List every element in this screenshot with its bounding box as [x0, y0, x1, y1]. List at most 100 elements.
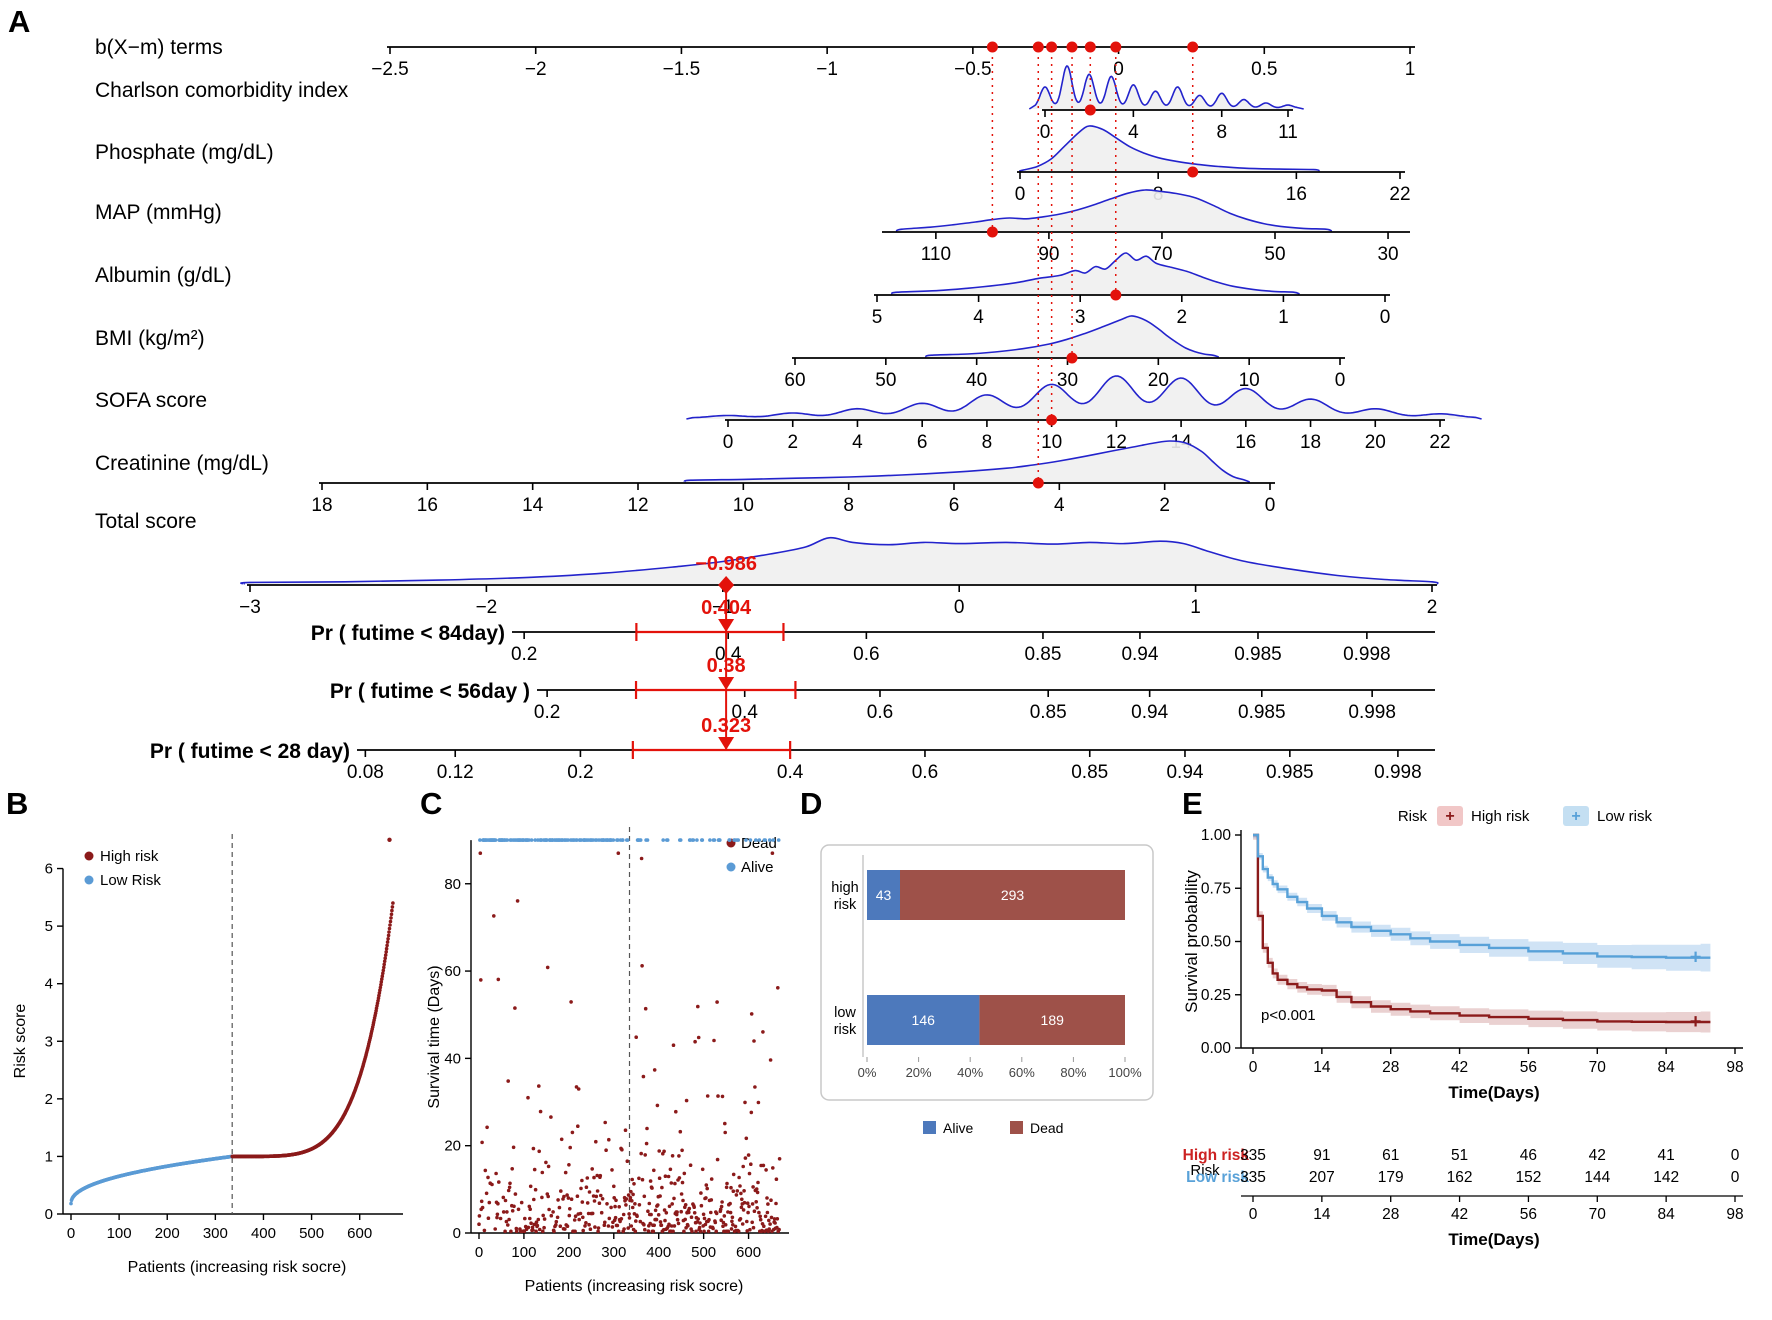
legend-dot-low: [84, 875, 94, 885]
risk-table-row-label: High risk: [1183, 1147, 1250, 1164]
row-label-bmi: BMI (kg/m²): [95, 327, 205, 350]
svg-text:70: 70: [1589, 1206, 1607, 1223]
total-score-value: −0.986: [695, 553, 757, 575]
panel-e-km-plot: + +0.00 0.25 0.50 0.75 1.00 0 14 28 42 56 70 84 98 Tim…: [1182, 806, 1744, 1249]
term-dot-phosphate: [1187, 41, 1199, 53]
svg-text:100: 100: [511, 1244, 536, 1261]
legend-label-high-risk: High risk: [1471, 808, 1530, 825]
svg-text:4: 4: [45, 976, 53, 993]
svg-text:40%: 40%: [957, 1065, 983, 1080]
risk-table-count: 46: [1520, 1147, 1537, 1164]
nomo-row-pr84: 0.2 0.4 0.6 0.85 0.94 0.985 0.998 Pr ( futime <…: [311, 622, 1435, 665]
svg-text:0.75: 0.75: [1201, 880, 1231, 897]
tick-label: 0.4: [715, 644, 742, 665]
panel-label-e: E: [1182, 786, 1203, 821]
panel-label-b: B: [6, 786, 29, 821]
term-dot-sofa: [1046, 41, 1058, 53]
tick-label: 3: [1075, 307, 1086, 328]
risk-table-title: Risk: [1190, 1162, 1220, 1179]
y-axis-label: Survival time (Days): [426, 965, 443, 1108]
svg-text:0.00: 0.00: [1201, 1040, 1232, 1057]
tick-label: 0.985: [1238, 702, 1286, 723]
term-dot-map: [986, 41, 998, 53]
tick-label: 0.985: [1234, 644, 1282, 665]
term-dot-creatinine: [1032, 41, 1044, 53]
row-label-map: MAP (mmHg): [95, 201, 222, 224]
row-label-albumin: Albumin (g/dL): [95, 264, 232, 287]
prob-value-pr84: 0.404: [701, 597, 752, 619]
tick-label: 0.5: [1251, 59, 1277, 80]
bar-value-alive-1: 146: [912, 1012, 936, 1028]
prob-marker-pr56: [718, 677, 735, 690]
risk-table-count: 0: [1731, 1147, 1740, 1164]
risk-table-count: 152: [1515, 1169, 1541, 1186]
svg-text:60: 60: [444, 963, 461, 980]
density-albumin: [890, 252, 1300, 295]
tick-label: 20: [1365, 432, 1386, 453]
svg-text:0: 0: [1249, 1206, 1258, 1223]
tick-label: 10: [733, 495, 754, 516]
risk-table-count: 335: [1240, 1147, 1266, 1164]
ci-band-high-risk: [1253, 835, 1711, 1033]
x-axis-label: Patients (increasing risk socre): [128, 1259, 347, 1276]
nomo-row-terms: −2.5 −2 −1.5 −1 −0.5 0 0.5 1 b(X−m) terms: [95, 36, 1415, 80]
risk-table-count: 41: [1658, 1147, 1675, 1164]
survival-time-points: [477, 838, 782, 1234]
svg-text:risk: risk: [834, 897, 857, 913]
y-axis-label: Survival probability: [1182, 870, 1201, 1013]
bar-dead-1: [979, 995, 1125, 1045]
svg-text:14: 14: [1313, 1206, 1331, 1223]
tick-label: −1.5: [663, 59, 701, 80]
svg-text:60%: 60%: [1009, 1065, 1035, 1080]
tick-label: 2: [787, 432, 798, 453]
tick-label: 0.85: [1071, 762, 1108, 782]
nomo-row-pr28: 0.08 0.12 0.2 0.4 0.6 0.85 0.94 0.985 0.998 Pr ( …: [150, 740, 1435, 782]
svg-text:80%: 80%: [1060, 1065, 1086, 1080]
bar-dead-0: [900, 870, 1125, 920]
tick-label: 90: [1038, 244, 1059, 265]
value-dot-sofa: [1046, 414, 1058, 426]
panel-label-d: D: [800, 786, 823, 821]
tick-label: −2: [476, 597, 498, 618]
svg-text:500: 500: [691, 1244, 716, 1261]
risk-table-count: 335: [1240, 1169, 1266, 1186]
term-dot-charlson: [1084, 41, 1096, 53]
category-label-1: low: [834, 1005, 856, 1021]
legend-swatch-high-risk: [1437, 806, 1463, 826]
tick-label: 0.94: [1166, 762, 1203, 782]
legend-label-low: Low Risk: [100, 872, 161, 889]
tick-label: 16: [1286, 184, 1307, 205]
tick-label: 0.08: [347, 762, 384, 782]
legend-swatch-dead: [1010, 1121, 1023, 1134]
risk-table-count: 91: [1313, 1147, 1330, 1164]
plus-icon: +: [1571, 808, 1580, 825]
row-label-sofa: SOFA score: [95, 389, 207, 412]
density-sofa: [686, 375, 1482, 420]
tick-label: 0: [1040, 122, 1051, 143]
svg-text:20%: 20%: [906, 1065, 932, 1080]
nomo-row-bmi: 60 50 40 30 20 10 0 BMI (kg/m²): [95, 315, 1345, 391]
tick-label: 8: [982, 432, 993, 453]
tick-label: −3: [239, 597, 261, 618]
tick-label: 16: [1235, 432, 1256, 453]
svg-text:6: 6: [45, 861, 53, 878]
tick-label: 0.85: [1030, 702, 1067, 723]
legend-swatch-low-risk: [1563, 806, 1589, 826]
risk-table-count: 207: [1309, 1169, 1335, 1186]
term-dot-bmi: [1066, 41, 1078, 53]
total-score-marker: [718, 576, 735, 594]
svg-text:98: 98: [1726, 1206, 1743, 1223]
censor-mark: +: [1690, 947, 1702, 969]
tick-label: 10: [1041, 432, 1062, 453]
tick-label: 8: [1216, 122, 1227, 143]
row-label-pr28: Pr ( futime < 28 day): [150, 740, 350, 763]
svg-text:2: 2: [45, 1091, 53, 1108]
tick-label: 11: [1278, 122, 1298, 143]
tick-label: −2.5: [371, 59, 409, 80]
tick-label: 0.85: [1024, 644, 1061, 665]
tick-label: 0.985: [1266, 762, 1314, 782]
density-charlson: [1028, 65, 1304, 110]
svg-text:0: 0: [67, 1225, 75, 1242]
legend-swatch-alive: [923, 1121, 936, 1134]
